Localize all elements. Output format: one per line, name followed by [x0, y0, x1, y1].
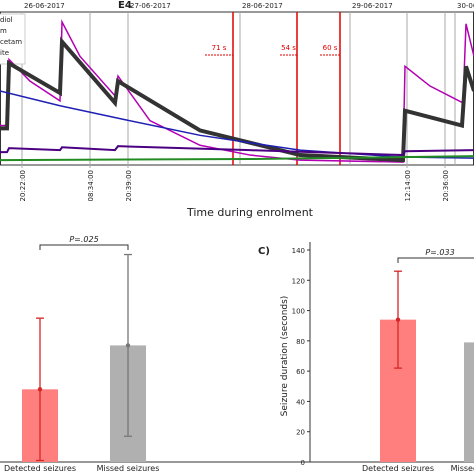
x-tick-label: 20:22:00: [19, 170, 27, 201]
x-tick-label: 12:14:00: [404, 170, 412, 201]
mean-dot: [395, 317, 401, 322]
x-tick-label: Detected seizures: [362, 464, 434, 473]
series-line: [0, 19, 474, 163]
mean-dot: [37, 387, 43, 392]
panel-title: E4: [118, 0, 132, 11]
x-tick-label: 08:34:00: [87, 170, 95, 201]
y-tick-label: 0: [301, 459, 305, 467]
x-tick-label: Missed seizures: [97, 464, 160, 473]
legend-label: cetam: [0, 38, 22, 46]
duration-label: 54 s: [281, 44, 296, 52]
date-label: 26-06-2017: [24, 2, 65, 10]
series-line: [0, 145, 474, 157]
duration-label: 60 s: [323, 44, 338, 52]
date-label: 27-06-2017: [130, 2, 171, 10]
series-line: [0, 36, 474, 163]
y-tick-label: 120: [292, 277, 305, 285]
p-bracket: [397, 257, 474, 263]
x-tick-label: 20:39:00: [125, 170, 133, 201]
bar: [464, 342, 474, 462]
duration-label: 71 s: [212, 44, 227, 52]
p-value: P=.025: [69, 235, 98, 244]
legend-label: ite: [0, 49, 9, 57]
x-tick-label: Detected seizures: [4, 464, 76, 473]
series-line: [0, 155, 474, 162]
date-label: 28-06-2017: [242, 2, 283, 10]
date-label: 29-06-2017: [352, 2, 393, 10]
mean-dot: [125, 343, 131, 348]
y-tick-label: 140: [292, 247, 305, 255]
panel-label: C): [258, 246, 270, 257]
y-axis-label: Seizure duration (seconds): [280, 296, 290, 417]
x-tick-label: Missed seizures: [451, 464, 474, 473]
y-tick-label: 40: [296, 398, 305, 406]
date-label: 30-06-2017: [457, 2, 474, 10]
legend-label: diol: [0, 16, 13, 24]
y-tick-label: 20: [296, 429, 305, 437]
y-tick-label: 100: [292, 308, 305, 316]
legend-label: m: [0, 27, 7, 35]
x-tick-label: 20:36:00: [442, 170, 450, 201]
x-axis-label: Time during enrolment: [186, 206, 314, 219]
p-bracket: [39, 244, 129, 250]
y-tick-label: 80: [296, 338, 305, 346]
p-value: P=.033: [425, 248, 454, 257]
y-tick-label: 60: [296, 368, 305, 376]
